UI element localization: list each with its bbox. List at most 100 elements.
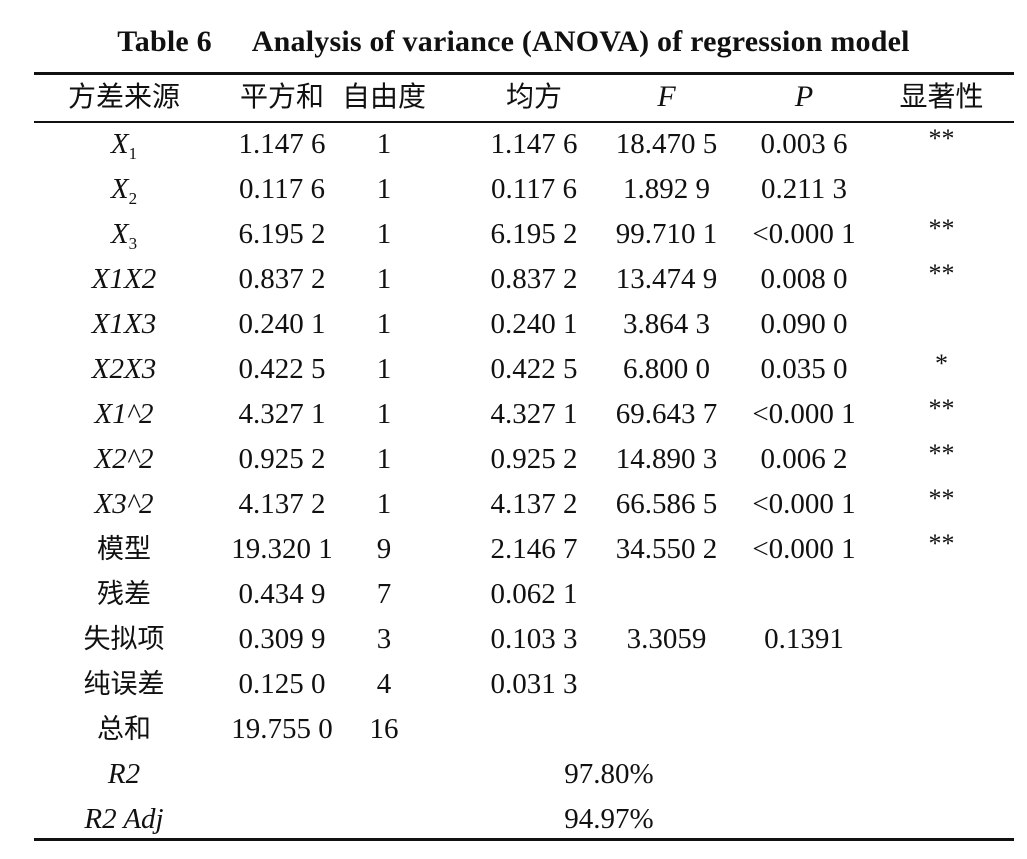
source-cell: X1 bbox=[110, 128, 138, 163]
f-cell: 66.586 5 bbox=[615, 488, 718, 520]
table-row: X3 6.195 2 1 6.195 2 99.710 1 <0.000 1 *… bbox=[34, 212, 1014, 257]
df-cell: 1 bbox=[376, 308, 392, 340]
table-row: 总和 19.755 0 16 bbox=[34, 707, 1014, 752]
source-cell: X2X3 bbox=[91, 353, 157, 385]
header-significance: 显著性 bbox=[899, 80, 984, 113]
ss-cell: 0.240 1 bbox=[238, 308, 326, 340]
r-squared-adj-row: R2 Adj 94.97% bbox=[34, 797, 1014, 842]
table-row: X1X3 0.240 1 1 0.240 1 3.864 3 0.090 0 bbox=[34, 302, 1014, 347]
header-f: F bbox=[657, 80, 676, 113]
table-row: 失拟项 0.309 9 3 0.103 3 3.3059 0.1391 bbox=[34, 617, 1014, 662]
r-squared-value: 97.80% bbox=[564, 758, 654, 790]
source-cell: 失拟项 bbox=[83, 624, 165, 655]
ms-cell bbox=[459, 707, 609, 752]
f-cell: 6.800 0 bbox=[623, 353, 710, 385]
ms-cell: 0.117 6 bbox=[491, 173, 577, 205]
table-title: Analysis of variance (ANOVA) of regressi… bbox=[251, 25, 910, 58]
header-mean-square: 均方 bbox=[505, 80, 562, 113]
df-cell: 3 bbox=[376, 623, 392, 655]
source-cell: X2 bbox=[110, 173, 138, 208]
p-cell: <0.000 1 bbox=[752, 398, 856, 430]
f-cell bbox=[589, 707, 744, 752]
header-rule bbox=[34, 121, 1014, 123]
f-cell bbox=[589, 572, 744, 617]
table-row: X2X3 0.422 5 1 0.422 5 6.800 0 0.035 0 * bbox=[34, 347, 1014, 392]
f-cell: 18.470 5 bbox=[615, 128, 718, 160]
significance-cell: ** bbox=[928, 259, 955, 288]
source-cell: 残差 bbox=[97, 579, 151, 610]
source-cell: X1^2 bbox=[94, 398, 154, 430]
significance-cell: ** bbox=[928, 439, 955, 468]
table-row: X1^2 4.327 1 1 4.327 1 69.643 7 <0.000 1… bbox=[34, 392, 1014, 437]
df-cell: 1 bbox=[376, 443, 392, 475]
df-cell: 16 bbox=[369, 713, 399, 745]
p-cell: 0.006 2 bbox=[760, 443, 848, 475]
p-cell bbox=[734, 707, 874, 752]
ss-cell: 19.755 0 bbox=[231, 713, 333, 745]
bottom-rule bbox=[34, 838, 1014, 841]
f-cell: 3.3059 bbox=[626, 623, 707, 655]
ms-cell: 0.240 1 bbox=[490, 308, 578, 340]
source-cell: 模型 bbox=[97, 534, 151, 565]
ms-cell: 0.103 3 bbox=[490, 623, 578, 655]
ss-cell: 6.195 2 bbox=[238, 218, 326, 250]
header-sum-of-squares: 平方和 bbox=[239, 80, 324, 113]
f-cell: 99.710 1 bbox=[615, 218, 718, 250]
df-cell: 4 bbox=[376, 668, 392, 700]
source-cell: 总和 bbox=[97, 714, 151, 745]
df-cell: 1 bbox=[376, 488, 392, 520]
r-squared-label: R2 bbox=[107, 758, 141, 790]
top-rule bbox=[34, 72, 1014, 75]
df-cell: 1 bbox=[376, 263, 392, 295]
table-header-row: 方差来源 平方和 自由度 均方 F P 显著性 bbox=[34, 74, 1014, 119]
df-cell: 1 bbox=[376, 353, 392, 385]
table-row: X3^2 4.137 2 1 4.137 2 66.586 5 <0.000 1… bbox=[34, 482, 1014, 527]
p-cell bbox=[734, 662, 874, 707]
ms-cell: 0.422 5 bbox=[490, 353, 578, 385]
table-row: X1 1.147 6 1 1.147 6 18.470 5 0.003 6 ** bbox=[34, 122, 1014, 167]
ms-cell: 4.327 1 bbox=[490, 398, 578, 430]
df-cell: 1 bbox=[376, 173, 392, 205]
ss-cell: 0.837 2 bbox=[238, 263, 326, 295]
ss-cell: 19.320 1 bbox=[231, 533, 333, 565]
ss-cell: 1.147 6 bbox=[238, 128, 326, 160]
ms-cell: 2.146 7 bbox=[490, 533, 578, 565]
f-cell: 34.550 2 bbox=[615, 533, 718, 565]
ms-cell: 1.147 6 bbox=[490, 128, 578, 160]
ss-cell: 0.422 5 bbox=[238, 353, 326, 385]
ss-cell: 0.125 0 bbox=[238, 668, 326, 700]
header-source: 方差来源 bbox=[67, 80, 180, 113]
p-cell: 0.035 0 bbox=[760, 353, 848, 385]
p-cell: <0.000 1 bbox=[752, 533, 856, 565]
table-row: X1X2 0.837 2 1 0.837 2 13.474 9 0.008 0 … bbox=[34, 257, 1014, 302]
f-cell bbox=[589, 662, 744, 707]
source-cell: X3 bbox=[110, 218, 138, 253]
f-cell: 3.864 3 bbox=[623, 308, 710, 340]
df-cell: 9 bbox=[376, 533, 392, 565]
table-row: X2^2 0.925 2 1 0.925 2 14.890 3 0.006 2 … bbox=[34, 437, 1014, 482]
ss-cell: 4.137 2 bbox=[238, 488, 326, 520]
significance-cell: ** bbox=[928, 394, 955, 423]
p-cell: 0.008 0 bbox=[760, 263, 848, 295]
ms-cell: 0.925 2 bbox=[490, 443, 578, 475]
table-row: 模型 19.320 1 9 2.146 7 34.550 2 <0.000 1 … bbox=[34, 527, 1014, 572]
ms-cell: 0.837 2 bbox=[490, 263, 578, 295]
p-cell: <0.000 1 bbox=[752, 218, 856, 250]
significance-cell: * bbox=[935, 349, 948, 378]
source-cell: 纯误差 bbox=[83, 669, 165, 700]
significance-cell: ** bbox=[928, 484, 955, 513]
p-cell: 0.211 3 bbox=[761, 173, 847, 205]
ms-cell: 0.031 3 bbox=[490, 668, 578, 700]
ss-cell: 0.925 2 bbox=[238, 443, 326, 475]
source-cell: X3^2 bbox=[94, 488, 154, 520]
source-cell: X1X3 bbox=[91, 308, 157, 340]
df-cell: 1 bbox=[376, 218, 392, 250]
p-cell: 0.003 6 bbox=[760, 128, 848, 160]
table-row: 残差 0.434 9 7 0.062 1 bbox=[34, 572, 1014, 617]
header-df: 自由度 bbox=[341, 80, 426, 113]
r-squared-adj-label: R2 Adj bbox=[84, 803, 164, 835]
df-cell: 7 bbox=[376, 578, 392, 610]
table-caption: Table 6 Analysis of variance (ANOVA) of r… bbox=[0, 22, 1027, 62]
header-p: P bbox=[794, 80, 814, 113]
df-cell: 1 bbox=[376, 398, 392, 430]
